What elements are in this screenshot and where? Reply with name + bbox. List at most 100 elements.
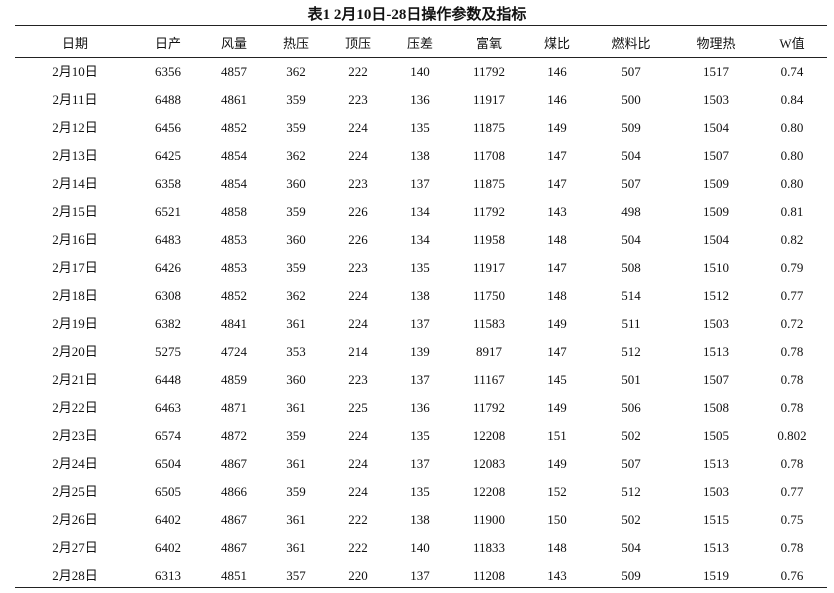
table-cell: 509 [621, 120, 641, 135]
column-header: 燃料比 [611, 36, 651, 51]
table-cell: 149 [547, 120, 567, 135]
table-cell: 1509 [703, 176, 729, 191]
table-cell: 0.78 [780, 456, 804, 471]
table-cell: 11792 [472, 400, 506, 415]
table-cell: 502 [621, 512, 641, 527]
table-cell: 1508 [703, 400, 729, 415]
table-cell: 11900 [472, 512, 506, 527]
table-cell: 11917 [472, 260, 506, 275]
table-cell: 224 [348, 316, 368, 331]
table-cell: 136 [410, 400, 430, 415]
table-cell: 1515 [703, 512, 729, 527]
table-cell: 146 [547, 64, 567, 79]
table-cell: 11750 [472, 288, 506, 303]
table-cell: 359 [286, 120, 306, 135]
table-cell: 2月11日 [52, 92, 98, 107]
bottom-rule [15, 587, 827, 588]
table-cell: 137 [410, 568, 430, 583]
table-cell: 135 [410, 428, 430, 443]
table-cell: 148 [547, 540, 567, 555]
table-cell: 1513 [703, 540, 729, 555]
table-cell: 360 [286, 176, 306, 191]
table-cell: 0.81 [780, 204, 804, 219]
table-cell: 4841 [221, 316, 247, 331]
table-cell: 224 [348, 288, 368, 303]
table-cell: 2月10日 [52, 64, 98, 79]
table-cell: 4852 [221, 288, 247, 303]
table-cell: 224 [348, 120, 368, 135]
table-cell: 6521 [155, 204, 181, 219]
table-cell: 4852 [221, 120, 247, 135]
table-cell: 12083 [472, 456, 506, 471]
column-header: 风量 [220, 36, 248, 51]
table-cell: 11167 [473, 372, 505, 387]
table-cell: 11583 [472, 316, 506, 331]
table-cell: 138 [410, 512, 430, 527]
table-cell: 139 [410, 344, 430, 359]
table-cell: 1504 [703, 232, 729, 247]
table-cell: 2月23日 [52, 428, 98, 443]
table-cell: 2月21日 [52, 372, 98, 387]
table-cell: 4866 [221, 484, 247, 499]
table-cell: 6574 [155, 428, 181, 443]
table-cell: 504 [621, 148, 641, 163]
table-cell: 149 [547, 400, 567, 415]
column-header: 压差 [406, 36, 434, 51]
table-cell: 361 [286, 316, 306, 331]
table-cell: 0.82 [780, 232, 804, 247]
column-header: 日期 [61, 36, 89, 51]
table-cell: 1519 [703, 568, 729, 583]
table-cell: 4861 [221, 92, 247, 107]
table-cell: 0.78 [780, 372, 804, 387]
table-cell: 0.79 [780, 260, 804, 275]
table-cell: 135 [410, 260, 430, 275]
table-cell: 12208 [472, 484, 506, 499]
table-cell: 2月26日 [52, 512, 98, 527]
table-cell: 1507 [703, 372, 729, 387]
table-cell: 362 [286, 64, 306, 79]
table-cell: 6463 [155, 400, 181, 415]
table-cell: 137 [410, 372, 430, 387]
table-cell: 6504 [155, 456, 181, 471]
table-cell: 134 [410, 232, 430, 247]
table-cell: 226 [348, 232, 368, 247]
table-cell: 140 [410, 540, 430, 555]
table-cell: 357 [286, 568, 306, 583]
table-cell: 500 [621, 92, 641, 107]
table-cell: 1507 [703, 148, 729, 163]
table-cell: 1517 [703, 64, 729, 79]
table-cell: 0.78 [780, 400, 804, 415]
table-cell: 501 [621, 372, 641, 387]
table-cell: 6308 [155, 288, 181, 303]
table-title: 表1 2月10日-28日操作参数及指标 [307, 7, 527, 23]
table-cell: 0.76 [780, 568, 804, 583]
table-cell: 2月25日 [52, 484, 98, 499]
table-cell: 150 [547, 512, 567, 527]
table-cell: 511 [621, 316, 641, 331]
column-header: 富氧 [475, 36, 503, 51]
table-cell: 146 [547, 92, 567, 107]
table-cell: 6448 [155, 372, 181, 387]
table-cell: 507 [621, 176, 641, 191]
table-cell: 223 [348, 372, 368, 387]
table-cell: 147 [547, 148, 567, 163]
table-cell: 137 [410, 316, 430, 331]
table-cell: 6488 [155, 92, 181, 107]
table-cell: 225 [348, 400, 368, 415]
table-cell: 11958 [472, 232, 506, 247]
table-cell: 11875 [472, 176, 506, 191]
table-cell: 6483 [155, 232, 181, 247]
table-cell: 514 [621, 288, 641, 303]
table-cell: 138 [410, 148, 430, 163]
table-cell: 361 [286, 400, 306, 415]
table-cell: 512 [621, 344, 641, 359]
table-cell: 148 [547, 232, 567, 247]
table-cell: 6456 [155, 120, 181, 135]
table-cell: 2月15日 [52, 204, 98, 219]
table-cell: 151 [547, 428, 567, 443]
column-header: 顶压 [344, 36, 372, 51]
table-cell: 226 [348, 204, 368, 219]
table-cell: 2月20日 [52, 344, 98, 359]
table-cell: 4871 [221, 400, 247, 415]
table-cell: 2月27日 [52, 540, 98, 555]
